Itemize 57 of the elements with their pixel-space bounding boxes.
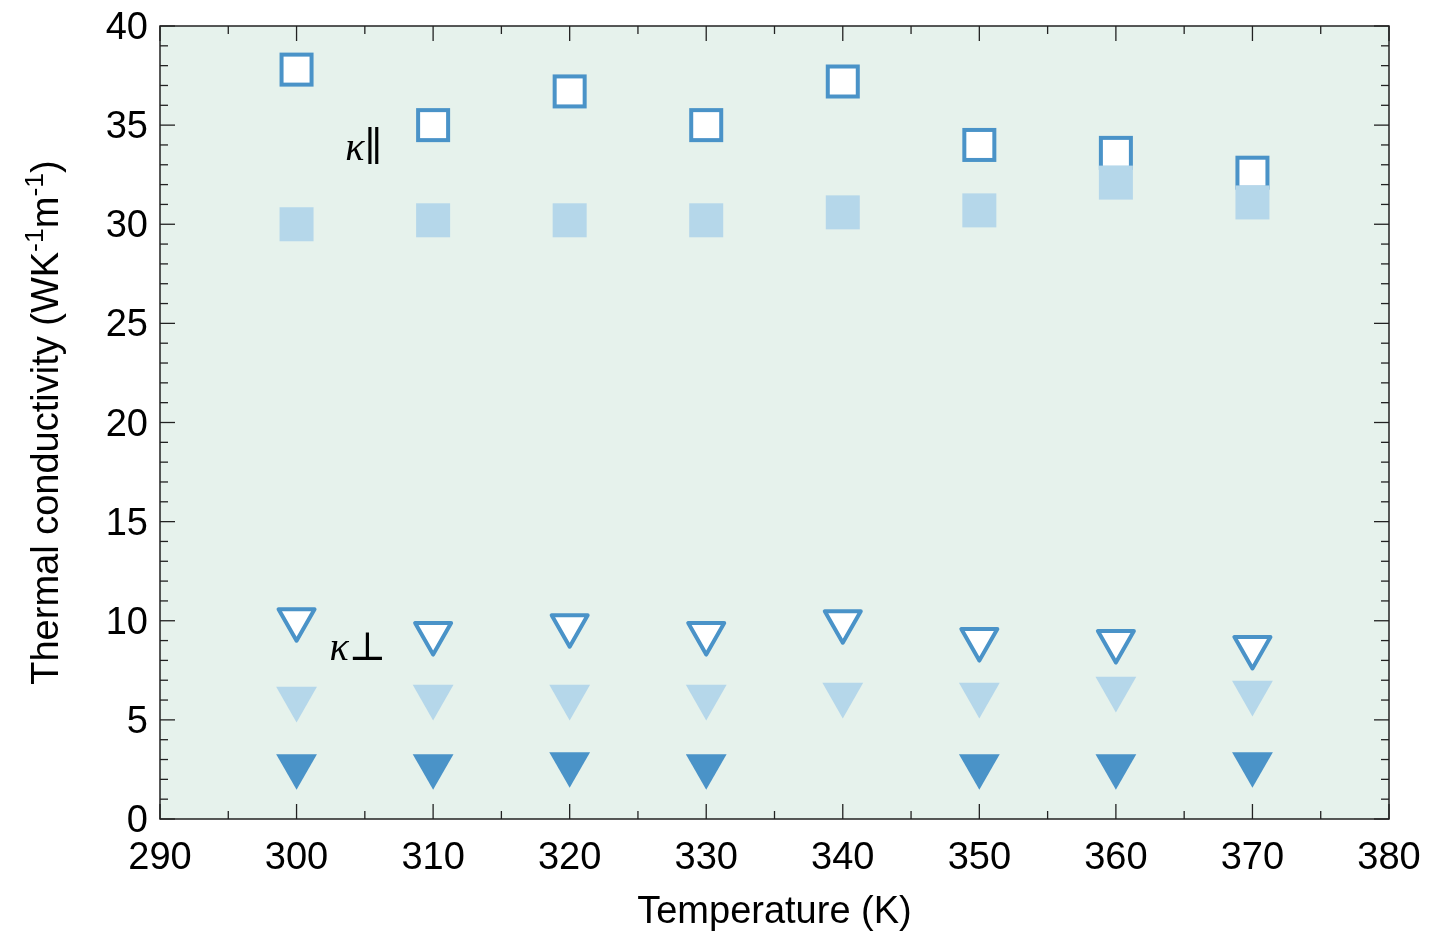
y-tick-label: 40 bbox=[105, 5, 148, 47]
point bbox=[416, 203, 451, 238]
x-tick-label: 370 bbox=[1220, 835, 1285, 877]
point bbox=[1232, 634, 1273, 671]
point bbox=[962, 127, 997, 162]
point bbox=[279, 52, 314, 87]
point bbox=[686, 621, 727, 657]
point bbox=[825, 195, 860, 230]
point bbox=[549, 684, 591, 721]
point bbox=[276, 607, 317, 643]
point bbox=[822, 682, 864, 719]
point bbox=[413, 621, 454, 657]
point bbox=[549, 752, 591, 788]
annotation: κ∥ bbox=[345, 124, 383, 169]
point bbox=[552, 203, 587, 238]
y-tick-label: 10 bbox=[105, 599, 148, 642]
y-tick-label: 20 bbox=[105, 401, 148, 444]
point bbox=[412, 684, 454, 721]
point bbox=[276, 686, 317, 723]
point bbox=[958, 682, 1000, 719]
y-tick-label: 15 bbox=[105, 500, 148, 543]
x-tick-label: 380 bbox=[1357, 835, 1421, 877]
point bbox=[549, 613, 590, 649]
point bbox=[1095, 754, 1137, 790]
point bbox=[1232, 680, 1273, 717]
annotation: κ⊥ bbox=[329, 624, 387, 669]
point bbox=[1098, 165, 1133, 200]
x-tick-label: 340 bbox=[811, 835, 875, 877]
x-tick-label: 330 bbox=[674, 835, 738, 877]
point bbox=[1095, 629, 1136, 665]
point bbox=[962, 193, 997, 228]
point bbox=[685, 754, 727, 790]
point bbox=[1235, 185, 1270, 220]
y-tick-label: 30 bbox=[105, 203, 148, 246]
point bbox=[412, 754, 454, 790]
point bbox=[959, 627, 1000, 663]
x-tick-label: 300 bbox=[264, 835, 329, 877]
point bbox=[1232, 752, 1273, 788]
point bbox=[825, 64, 860, 99]
x-tick-label: 360 bbox=[1084, 835, 1148, 877]
point bbox=[685, 684, 727, 721]
y-tick-label: 5 bbox=[126, 698, 148, 741]
y-tick-label: 25 bbox=[105, 302, 148, 345]
point bbox=[279, 207, 314, 242]
point bbox=[822, 609, 863, 645]
point bbox=[416, 108, 451, 143]
x-tick-label: 310 bbox=[401, 835, 465, 877]
point bbox=[276, 754, 317, 790]
x-tick-label: 350 bbox=[947, 835, 1012, 877]
point bbox=[1095, 676, 1137, 713]
x-tick-label: 320 bbox=[537, 835, 602, 877]
x-axis-title: Temperature (K) bbox=[637, 889, 912, 931]
point bbox=[552, 74, 587, 109]
y-tick-label: 35 bbox=[105, 104, 148, 147]
point bbox=[958, 754, 1000, 790]
point bbox=[689, 108, 724, 143]
point bbox=[689, 203, 724, 238]
